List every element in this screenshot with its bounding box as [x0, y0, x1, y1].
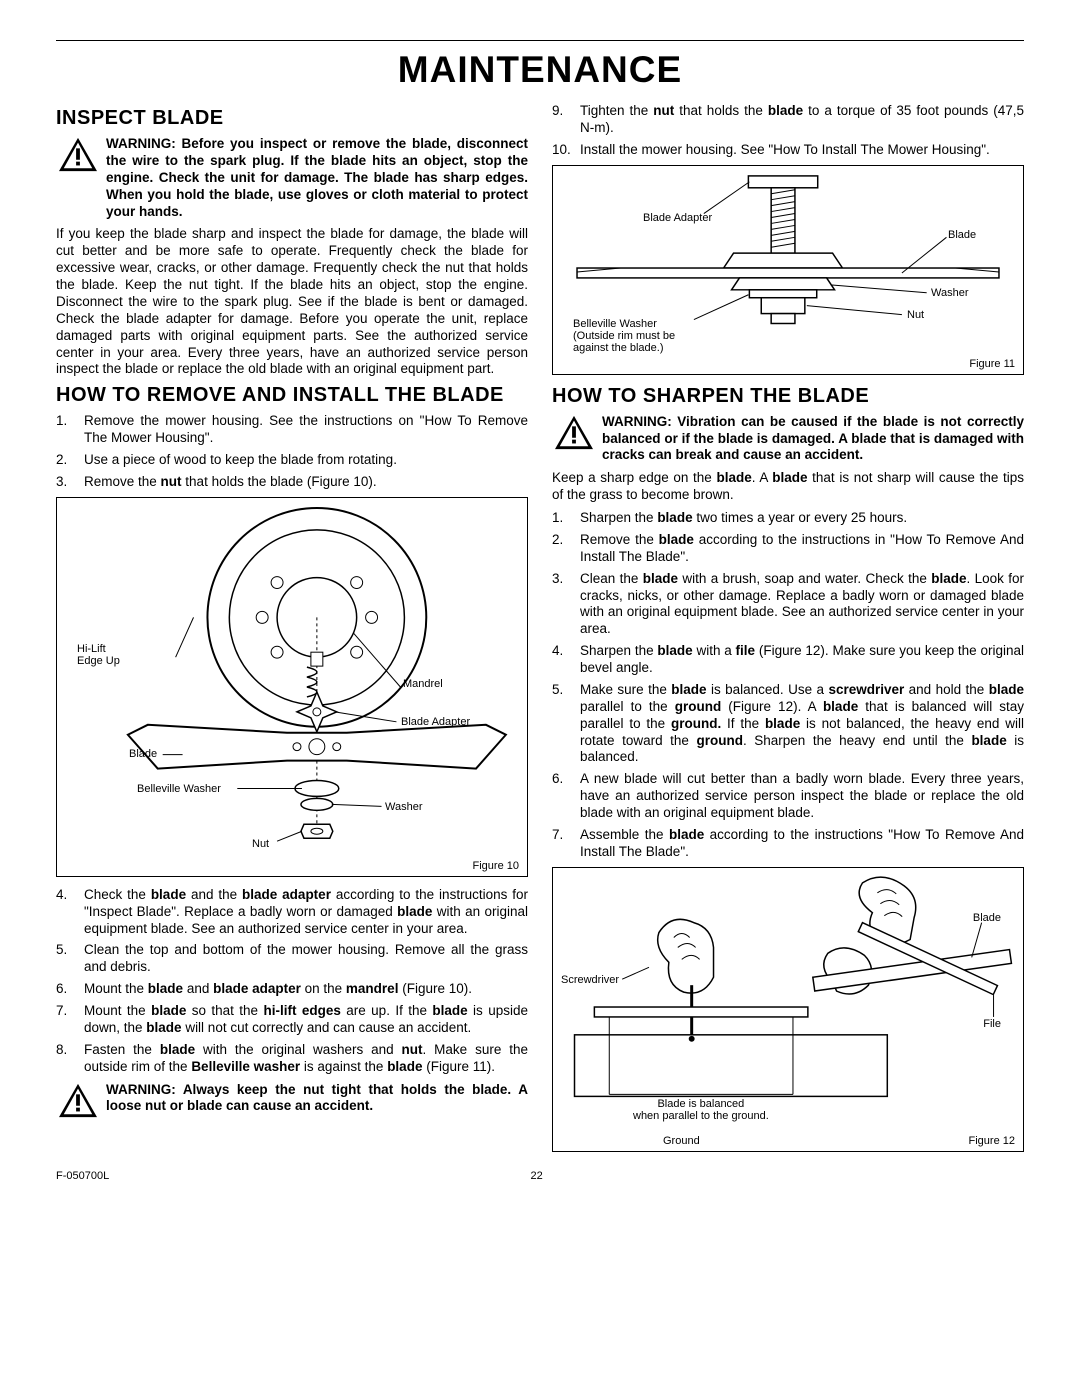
list-item: Assemble the blade according to the inst… — [552, 827, 1024, 861]
fig12-ground: Ground — [663, 1135, 700, 1147]
list-item: Remove the nut that holds the blade (Fig… — [56, 474, 528, 491]
fig10-washer: Washer — [385, 801, 423, 813]
right-column: Tighten the nut that holds the blade to … — [552, 103, 1024, 1162]
list-item: Make sure the blade is balanced. Use a s… — [552, 682, 1024, 766]
fig10-caption: Figure 10 — [473, 860, 519, 872]
sharpen-paragraph: Keep a sharp edge on the blade. A blade … — [552, 470, 1024, 504]
figure-12-svg — [553, 868, 1023, 1151]
sharpen-list: Sharpen the blade two times a year or ev… — [552, 510, 1024, 861]
left-column: INSPECT BLADE WARNING: Before you inspec… — [56, 103, 528, 1162]
warning-icon — [56, 1082, 100, 1120]
main-title: MAINTENANCE — [56, 49, 1024, 91]
warning-sharpen-text: WARNING: Vibration can be caused if the … — [602, 414, 1024, 465]
fig10-blade: Blade — [129, 748, 157, 760]
warning-nut: WARNING: Always keep the nut tight that … — [56, 1082, 528, 1120]
list-item: Sharpen the blade with a file (Figure 12… — [552, 643, 1024, 677]
warning-icon — [552, 414, 596, 465]
warning-icon — [56, 136, 100, 220]
fig12-caption: Figure 12 — [969, 1135, 1015, 1147]
list-item: Tighten the nut that holds the blade to … — [552, 103, 1024, 137]
list-item: Use a piece of wood to keep the blade fr… — [56, 452, 528, 469]
fig10-adapter: Blade Adapter — [401, 716, 470, 728]
heading-inspect-blade: INSPECT BLADE — [56, 107, 528, 130]
figure-11: Blade Adapter Blade Washer Nut Bellevill… — [552, 165, 1024, 375]
list-item: Clean the blade with a brush, soap and w… — [552, 571, 1024, 639]
fig10-nut: Nut — [252, 838, 269, 850]
page-frame: MAINTENANCE INSPECT BLADE WARNING: Befor… — [56, 40, 1024, 1182]
fig10-mandrel: Mandrel — [403, 678, 443, 690]
figure-10-svg — [57, 498, 527, 876]
fig11-washer: Washer — [931, 287, 969, 299]
fig11-adapter: Blade Adapter — [643, 212, 712, 224]
fig11-blade: Blade — [948, 229, 976, 241]
heading-remove-install: HOW TO REMOVE AND INSTALL THE BLADE — [56, 384, 528, 407]
list-item: Mount the blade and blade adapter on the… — [56, 981, 528, 998]
list-item: Remove the blade according to the instru… — [552, 532, 1024, 566]
remove-install-list-a: Remove the mower housing. See the instru… — [56, 413, 528, 491]
remove-install-list-b: Check the blade and the blade adapter ac… — [56, 887, 528, 1076]
warning-sharpen: WARNING: Vibration can be caused if the … — [552, 414, 1024, 465]
fig12-screwdriver: Screwdriver — [561, 974, 619, 986]
fig11-belleville: Belleville Washer (Outside rim must be a… — [573, 318, 675, 354]
inspect-paragraph: If you keep the blade sharp and inspect … — [56, 226, 528, 378]
warning-nut-text: WARNING: Always keep the nut tight that … — [106, 1082, 528, 1120]
page-footer: F-050700L 22 — [56, 1170, 1024, 1182]
fig11-nut: Nut — [907, 309, 924, 321]
fig11-caption: Figure 11 — [969, 358, 1015, 370]
fig12-balanced: Blade is balanced when parallel to the g… — [633, 1098, 769, 1122]
list-item: Install the mower housing. See "How To I… — [552, 142, 1024, 159]
fig12-blade: Blade — [973, 912, 1001, 924]
list-item: Clean the top and bottom of the mower ho… — [56, 942, 528, 976]
list-item: Sharpen the blade two times a year or ev… — [552, 510, 1024, 527]
warning-inspect: WARNING: Before you inspect or remove th… — [56, 136, 528, 220]
fig10-belleville: Belleville Washer — [137, 783, 221, 795]
heading-sharpen: HOW TO SHARPEN THE BLADE — [552, 385, 1024, 408]
list-item: Remove the mower housing. See the instru… — [56, 413, 528, 447]
figure-12: Blade Screwdriver File Blade is balanced… — [552, 867, 1024, 1152]
list-item: Check the blade and the blade adapter ac… — [56, 887, 528, 938]
list-item: Fasten the blade with the original washe… — [56, 1042, 528, 1076]
list-item: Mount the blade so that the hi-lift edge… — [56, 1003, 528, 1037]
page-number: 22 — [530, 1170, 542, 1182]
fig12-file: File — [983, 1018, 1001, 1030]
two-column-layout: INSPECT BLADE WARNING: Before you inspec… — [56, 103, 1024, 1162]
remove-install-list-c: Tighten the nut that holds the blade to … — [552, 103, 1024, 159]
doc-code: F-050700L — [56, 1170, 109, 1182]
warning-text: WARNING: Before you inspect or remove th… — [106, 136, 528, 220]
figure-10: Hi-Lift Edge Up Mandrel Blade Adapter Bl… — [56, 497, 528, 877]
fig10-hi-lift: Hi-Lift Edge Up — [77, 643, 120, 667]
list-item: A new blade will cut better than a badly… — [552, 771, 1024, 822]
